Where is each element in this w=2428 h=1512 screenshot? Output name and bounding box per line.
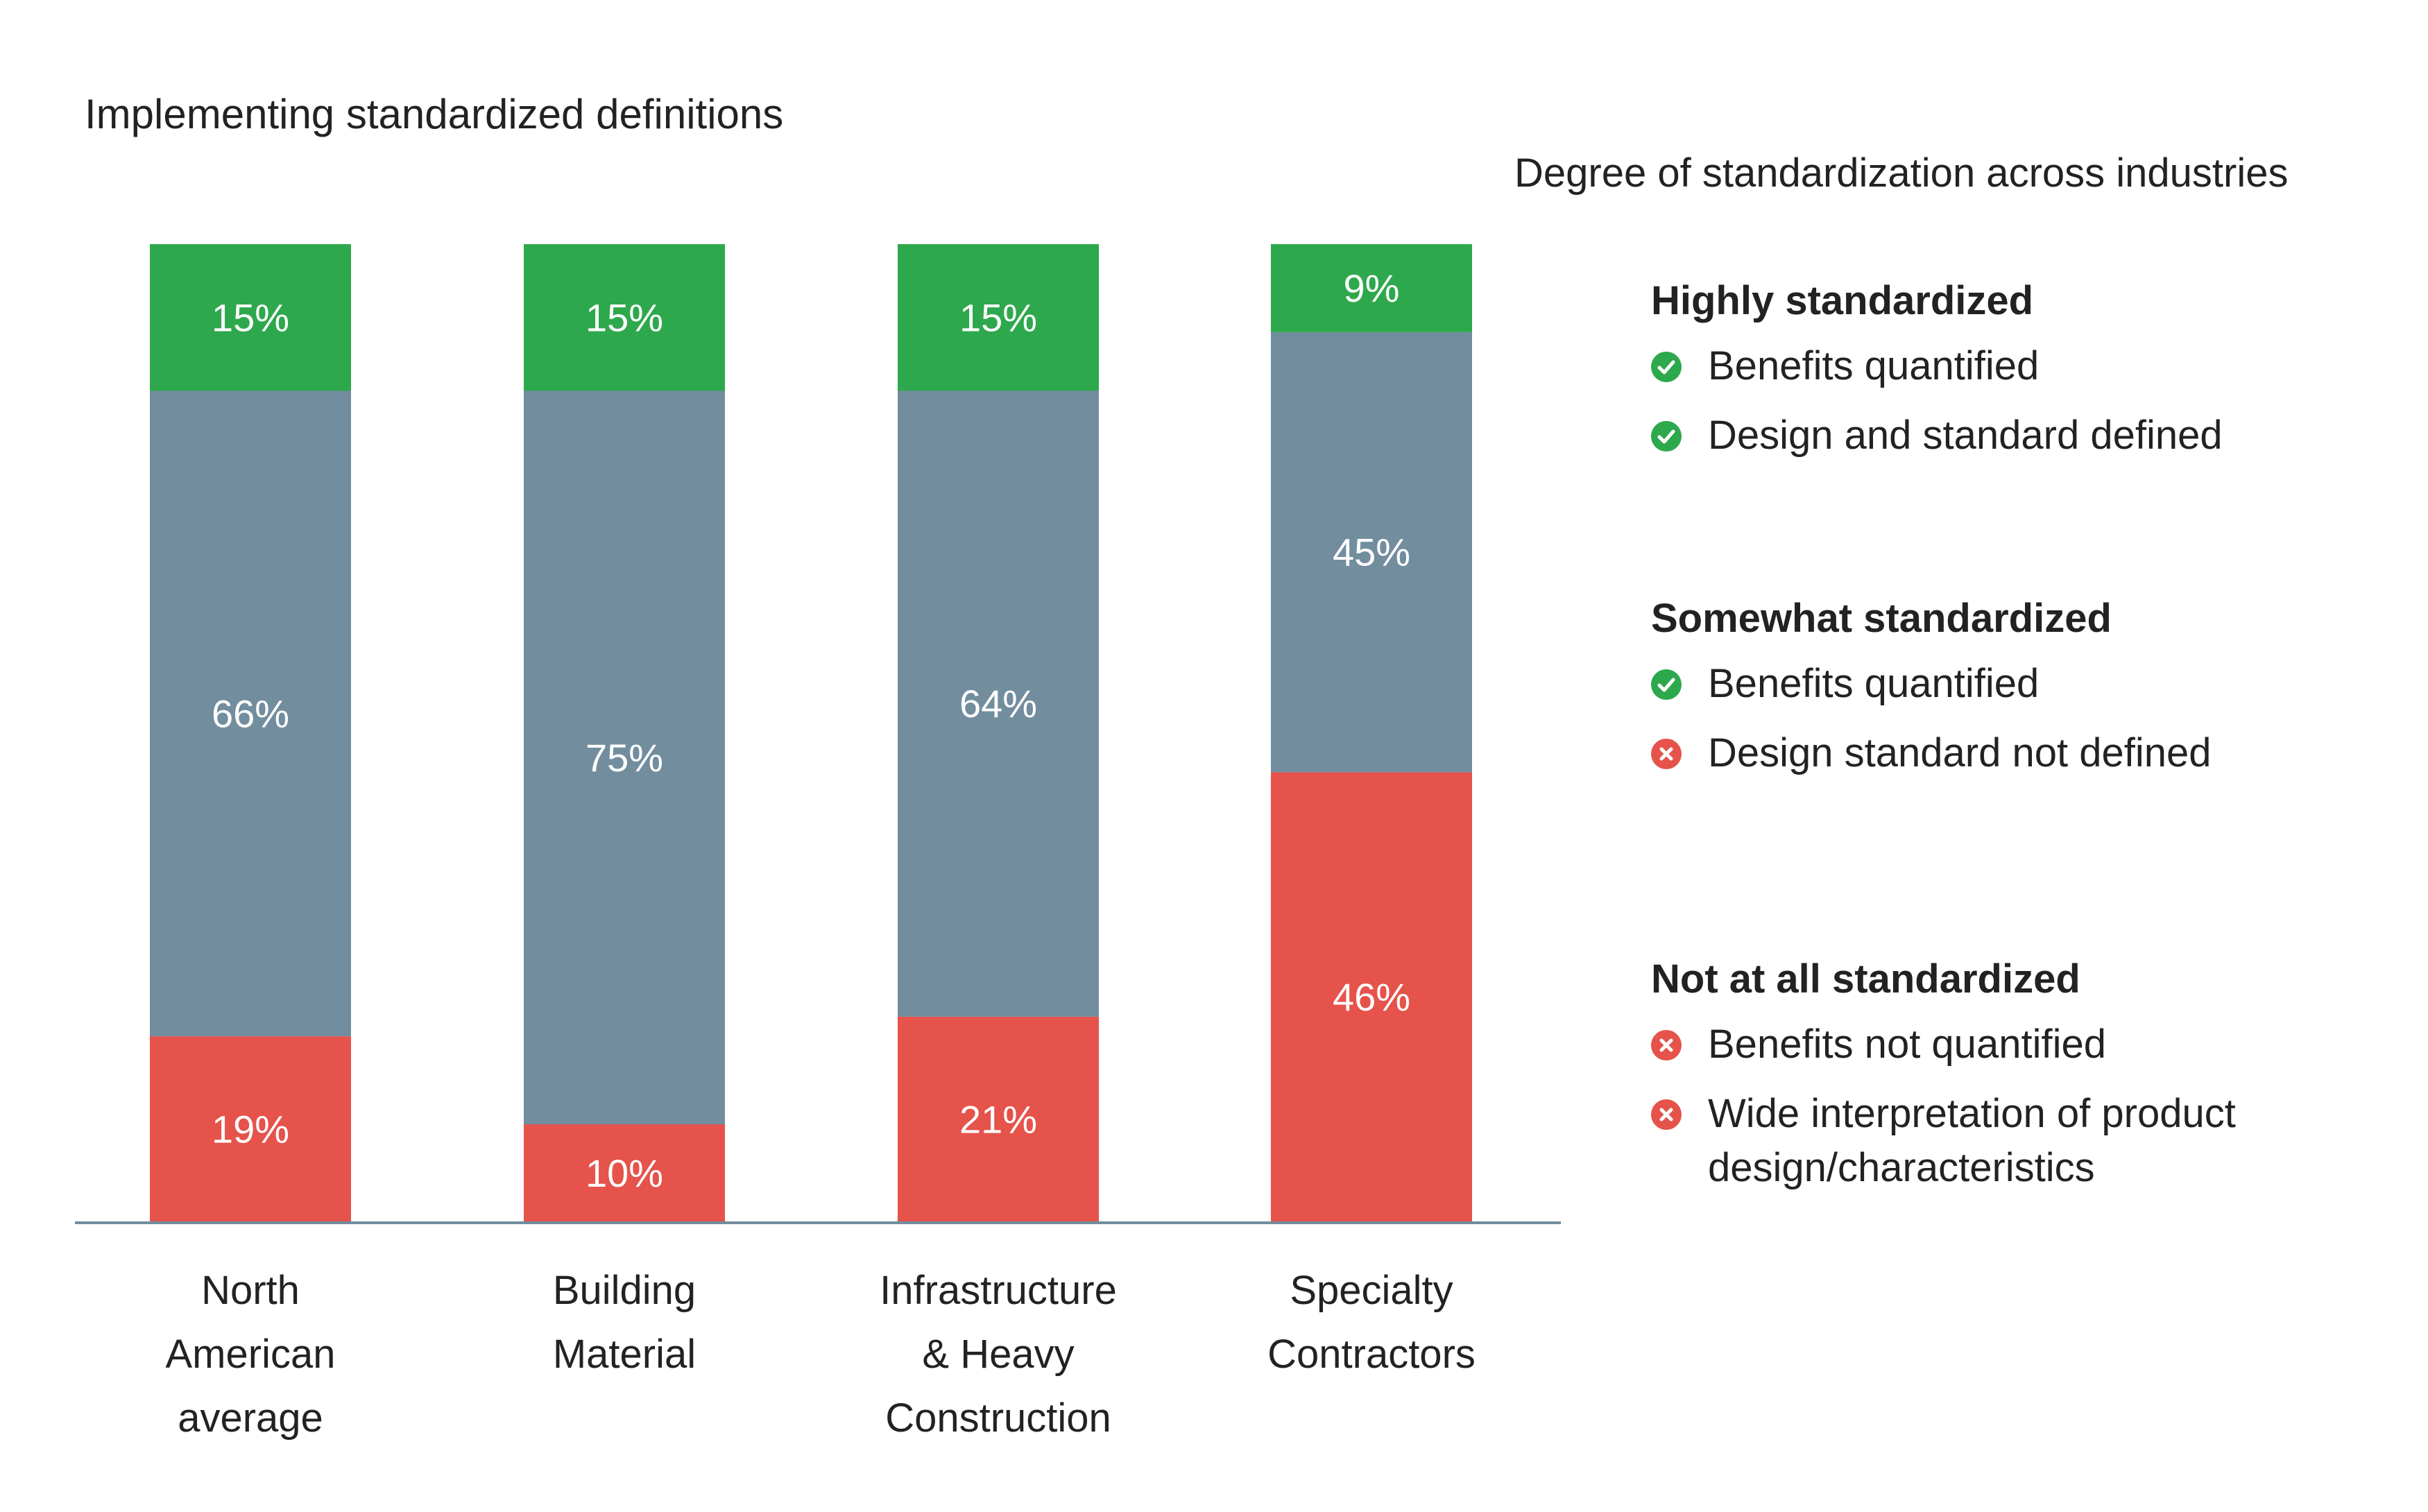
legend-title: Degree of standardization across industr… (1514, 151, 2289, 196)
legend-group-highly: Highly standardized Benefits quantified … (1651, 277, 2331, 478)
category-label: Infrastructure & Heavy Construction (880, 1268, 1117, 1441)
data-label: 21% (959, 1097, 1037, 1141)
data-label: 9% (1344, 266, 1400, 310)
chart-title: Implementing standardized definitions (85, 91, 784, 137)
data-label: 45% (1333, 531, 1410, 574)
category-label: North American average (166, 1268, 336, 1441)
legend-item: Wide interpretation of product design/ch… (1651, 1087, 2331, 1195)
check-icon (1651, 669, 1682, 700)
data-label: 64% (959, 682, 1037, 725)
data-label: 66% (212, 691, 289, 735)
data-label: 10% (585, 1151, 663, 1195)
legend-item: Benefits not quantified (1651, 1017, 2331, 1072)
check-icon (1651, 352, 1682, 382)
bar-segment (524, 1124, 725, 1222)
legend-group-not-at-all: Not at all standardized Benefits not qua… (1651, 956, 2331, 1210)
cross-icon (1651, 739, 1682, 769)
category-label: Specialty Contractors (1267, 1268, 1476, 1377)
legend-heading: Highly standardized (1651, 278, 2034, 323)
legend-item-text: Design and standard defined (1708, 413, 2223, 458)
legend-item-text: Benefits quantified (1708, 343, 2040, 388)
category-label: Building Material (553, 1268, 696, 1377)
legend-item: Design standard not defined (1651, 726, 2331, 780)
bar-segment (898, 244, 1099, 391)
bar-segment (898, 1016, 1099, 1222)
data-label: 19% (212, 1108, 289, 1151)
cross-icon (1651, 1099, 1682, 1130)
legend-item-text: Benefits not quantified (1708, 1022, 2106, 1067)
data-label: 46% (1333, 975, 1410, 1019)
legend-item: Design and standard defined (1651, 409, 2331, 463)
data-label: 75% (585, 736, 663, 780)
data-label: 15% (959, 295, 1037, 339)
bar-segment (150, 390, 351, 1037)
legend-heading: Not at all standardized (1651, 956, 2080, 1002)
legend-heading: Somewhat standardized (1651, 596, 2112, 641)
bar-segment (524, 244, 725, 391)
bar-segment (150, 1036, 351, 1222)
bar-segment (150, 244, 351, 391)
bar-segment (898, 390, 1099, 1017)
legend-item: Benefits quantified (1651, 339, 2331, 393)
legend-item-text: Wide interpretation of product design/ch… (1708, 1091, 2236, 1190)
legend-item-text: Benefits quantified (1708, 661, 2040, 706)
legend-item: Benefits quantified (1651, 657, 2331, 711)
bar-segment (1271, 244, 1472, 332)
legend-item-text: Design standard not defined (1708, 730, 2212, 775)
legend-group-somewhat: Somewhat standardized Benefits quantifie… (1651, 595, 2331, 796)
data-label: 15% (585, 295, 663, 339)
bar-segment (1271, 332, 1472, 773)
cross-icon (1651, 1030, 1682, 1060)
bar-segment (1271, 772, 1472, 1222)
bar-segment (524, 390, 725, 1124)
data-label: 15% (212, 295, 289, 339)
check-icon (1651, 421, 1682, 452)
